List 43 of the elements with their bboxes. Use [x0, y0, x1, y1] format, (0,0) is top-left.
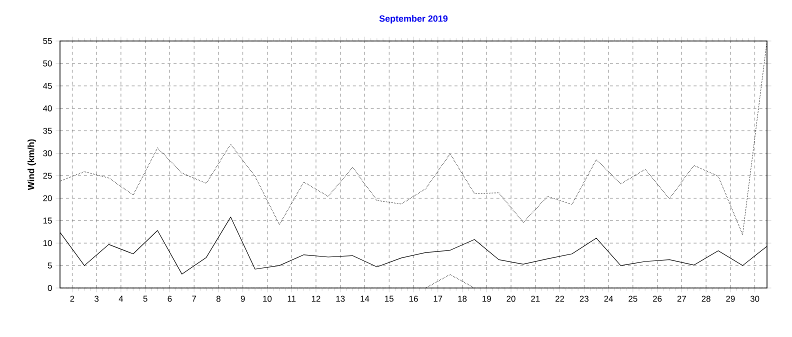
y-tick-label: 40 — [42, 105, 52, 112]
x-tick-label: 4 — [118, 296, 124, 302]
y-tick-label: 30 — [43, 150, 52, 156]
y-tick-label: 5 — [48, 262, 52, 268]
x-tick-label: 19 — [482, 296, 491, 302]
x-tick-label: 11 — [288, 296, 296, 302]
x-tick-label: 18 — [458, 296, 467, 302]
y-tick-label: 15 — [43, 218, 52, 224]
x-tick-label: 5 — [143, 296, 148, 302]
x-tick-label: 24 — [604, 296, 614, 302]
y-tick-label: 25 — [43, 172, 52, 179]
x-tick-label: 3 — [94, 296, 99, 302]
x-tick-label: 30 — [750, 296, 760, 302]
y-tick-label: 10 — [43, 240, 52, 246]
y-tick-label: 35 — [43, 128, 52, 134]
x-tick-label: 22 — [555, 296, 564, 302]
y-tick-label: 45 — [42, 82, 52, 89]
x-tick-label: 9 — [240, 296, 245, 302]
x-tick-label: 23 — [580, 296, 589, 302]
y-tick-label: 55 — [43, 38, 52, 44]
x-tick-label: 2 — [70, 296, 74, 302]
x-tick-label: 25 — [628, 296, 638, 302]
x-tick-label: 12 — [312, 296, 320, 302]
x-tick-label: 28 — [702, 296, 710, 302]
x-tick-label: 26 — [653, 296, 662, 302]
y-tick-label: 0 — [48, 285, 52, 291]
x-tick-label: 20 — [506, 296, 516, 302]
x-tick-label: 7 — [192, 296, 196, 302]
chart-title: September 2019 — [379, 15, 448, 24]
x-tick-label: 15 — [385, 296, 394, 302]
x-tick-label: 13 — [336, 296, 345, 302]
x-tick-label: 29 — [726, 296, 735, 302]
x-tick-label: 14 — [360, 296, 370, 302]
x-tick-label: 17 — [434, 296, 442, 302]
x-tick-label: 27 — [677, 296, 686, 302]
x-tick-label: 16 — [409, 296, 418, 302]
x-tick-label: 8 — [216, 296, 220, 302]
y-tick-label: 20 — [43, 195, 52, 202]
x-tick-label: 21 — [531, 296, 540, 302]
x-tick-label: 10 — [263, 296, 272, 302]
y-tick-label: 50 — [43, 60, 52, 66]
y-axis-title: Wind (km/h) — [28, 139, 36, 190]
x-tick-label: 6 — [168, 296, 172, 302]
